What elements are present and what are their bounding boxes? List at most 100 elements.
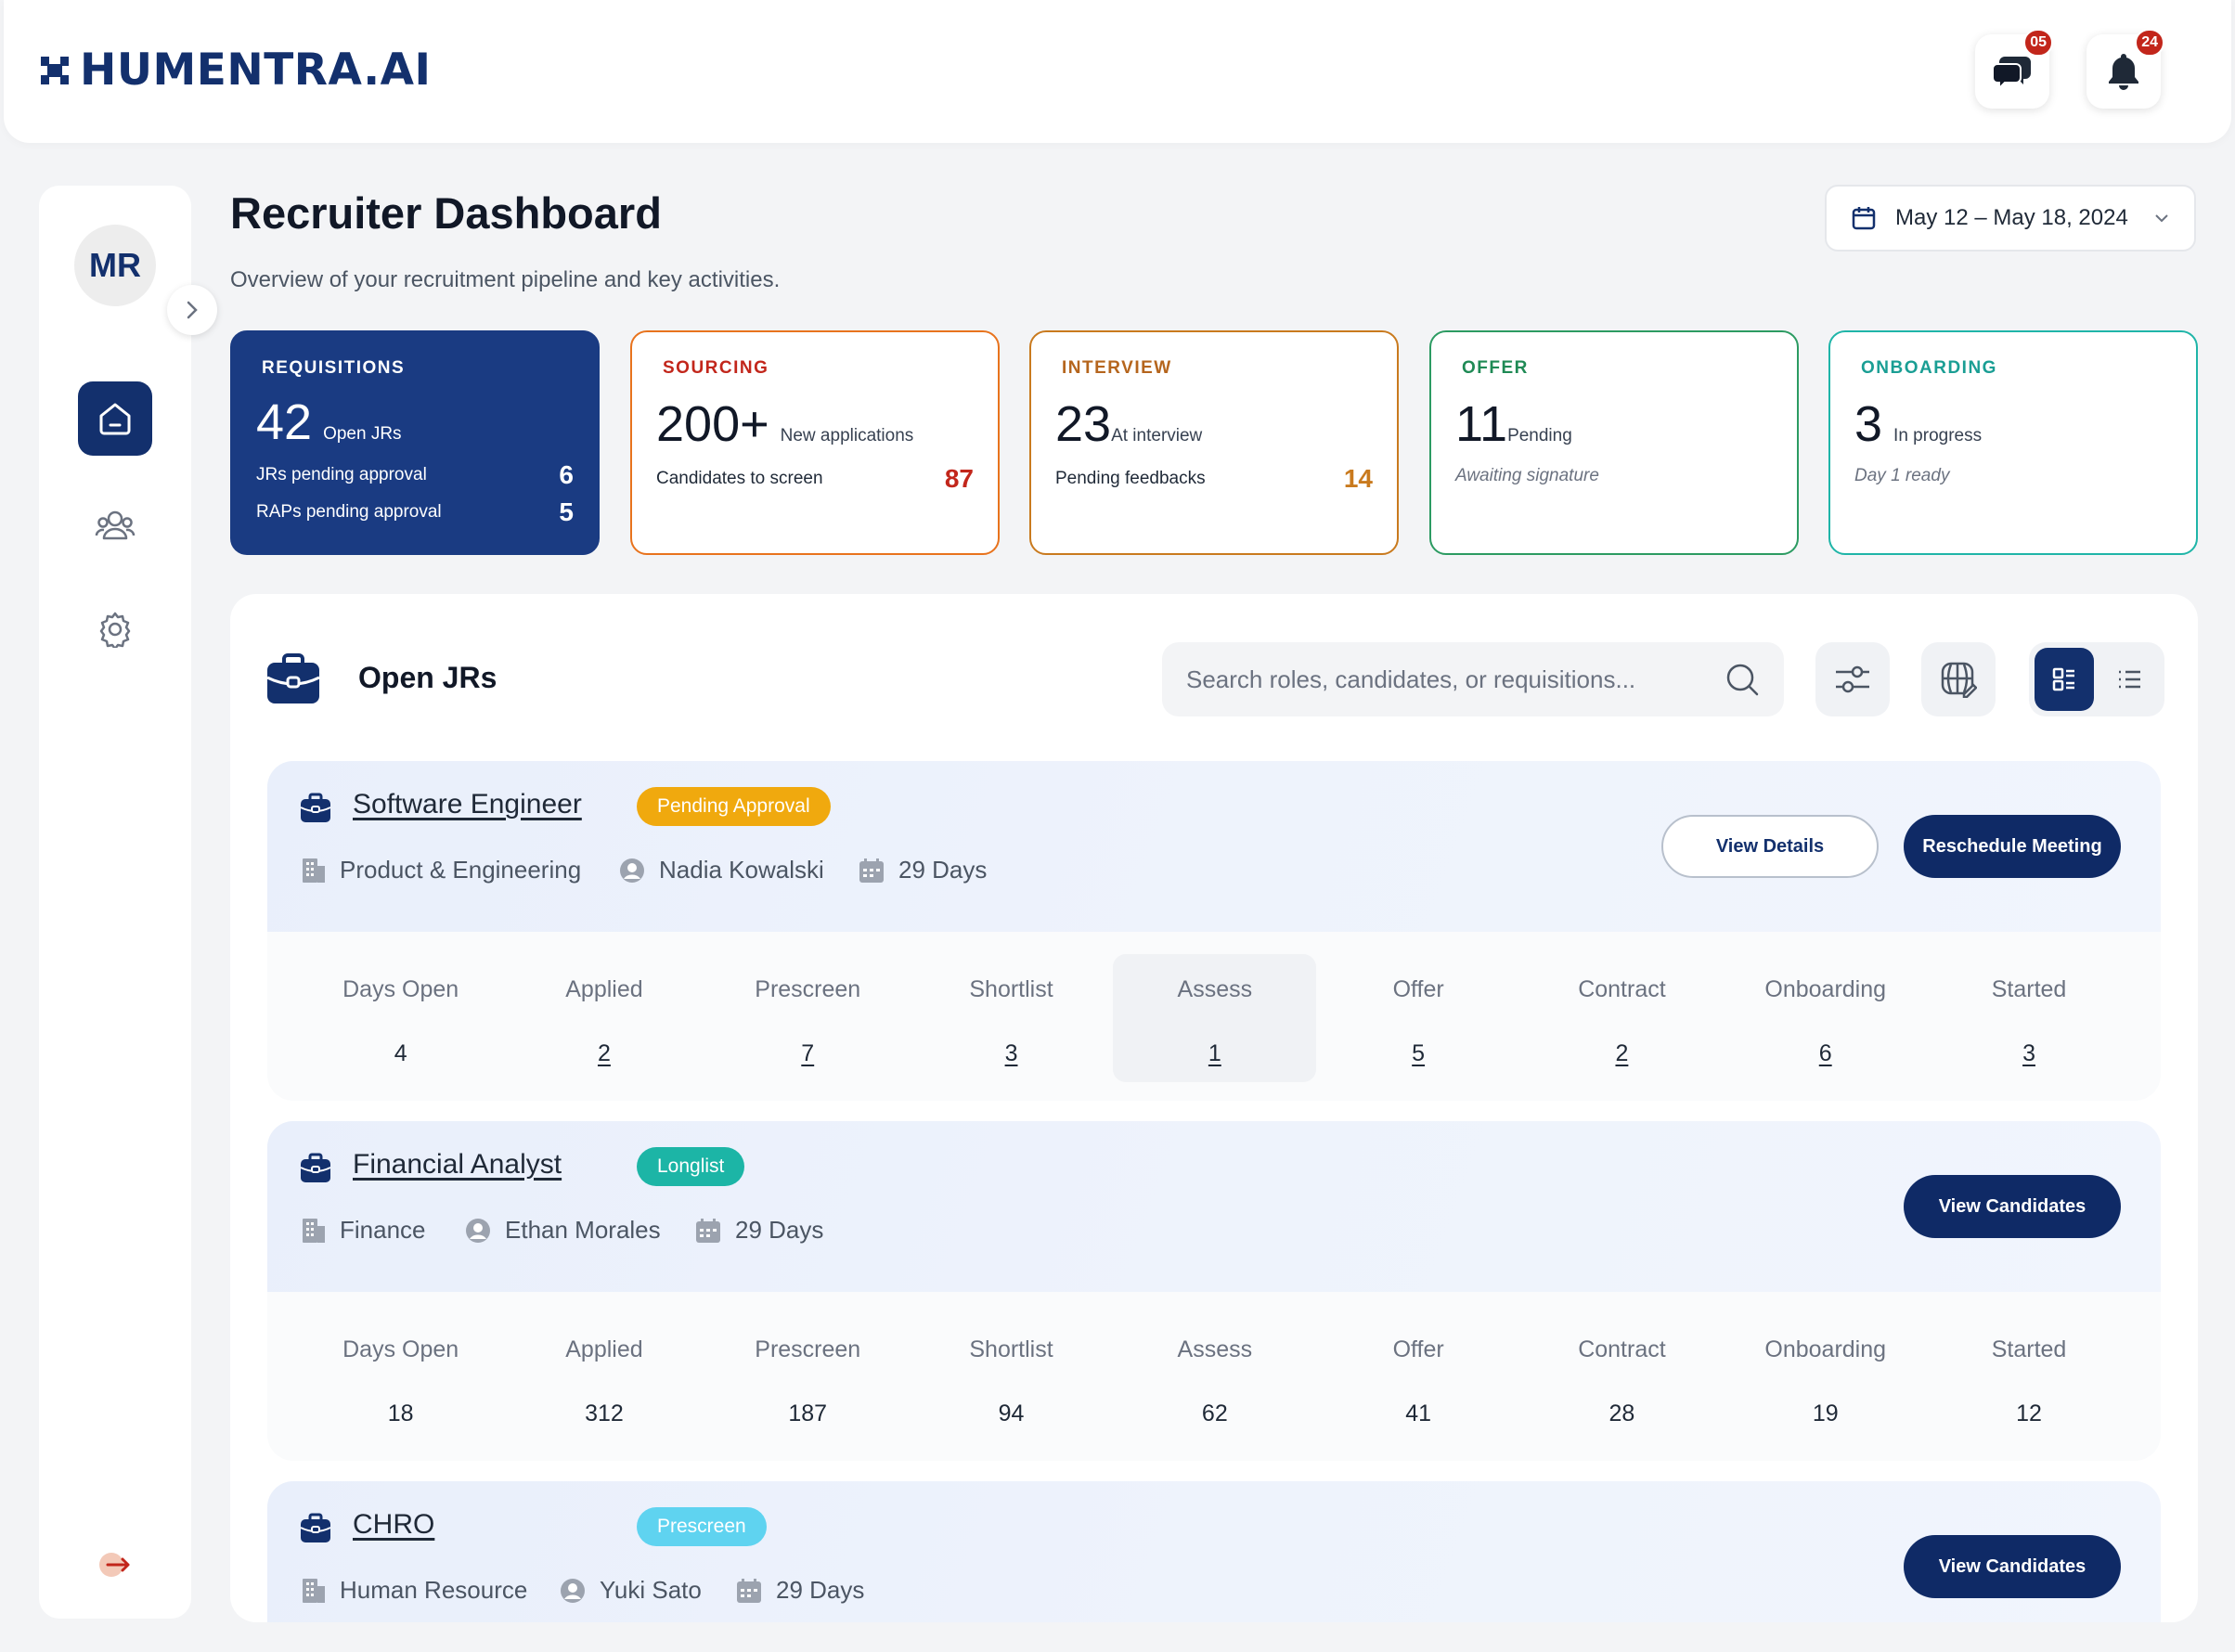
raps-pending-label: RAPs pending approval	[256, 502, 442, 522]
stage-label: Assess	[1177, 1336, 1253, 1362]
calendar-icon	[859, 858, 884, 883]
status-badge: Pending Approval	[637, 787, 831, 826]
job-department: Finance	[299, 1216, 426, 1245]
reschedule-meeting-button[interactable]: Reschedule Meeting	[1904, 815, 2121, 878]
view-details-button[interactable]: View Details	[1661, 815, 1879, 878]
building-icon	[303, 1218, 325, 1243]
job-card: CHRO Prescreen Human Resource Yuki Sato …	[267, 1481, 2161, 1622]
stage-offer: Offer 5	[1316, 954, 1519, 1082]
list-view-button[interactable]	[2099, 648, 2159, 711]
stage-label: Days Open	[342, 1336, 459, 1362]
card-label: SOURCING	[663, 358, 769, 378]
card-label: REQUISITIONS	[262, 358, 406, 378]
briefcase-icon	[300, 793, 331, 822]
job-recruiter: Yuki Sato	[559, 1576, 702, 1605]
brand-logo[interactable]: HUMENTRA.AI	[39, 45, 431, 96]
stage-value-link[interactable]: 3	[1004, 1040, 1018, 1066]
pending-feedbacks-value: 14	[1343, 464, 1373, 493]
user-icon	[466, 1218, 490, 1243]
stage-label: Shortlist	[969, 1336, 1053, 1362]
stage-value-link[interactable]: 2	[1615, 1040, 1629, 1066]
stage-contract: Contract 28	[1520, 1314, 1724, 1442]
avatar[interactable]: MR	[74, 225, 156, 306]
stage-label: Started	[1991, 1336, 2067, 1362]
card-unit: Open JRs	[323, 424, 402, 444]
sidebar-expand-button[interactable]	[167, 285, 217, 335]
notifications-button[interactable]: 24	[2086, 29, 2164, 109]
open-jrs-title: Open JRs	[358, 661, 497, 694]
job-card-header	[267, 1481, 2161, 1622]
recruiter-name: Ethan Morales	[505, 1216, 661, 1244]
stage-contract: Contract 2	[1520, 954, 1724, 1082]
stage-label: Assess	[1177, 976, 1253, 1002]
stage-value: 187	[788, 1400, 828, 1426]
date-range-text: May 12 – May 18, 2024	[1895, 205, 2128, 230]
filter-button[interactable]	[1815, 642, 1890, 716]
stage-value-link[interactable]: 1	[1208, 1040, 1221, 1066]
list-view-icon	[2119, 670, 2140, 689]
stage-value: 312	[585, 1400, 624, 1426]
search-icon[interactable]	[1725, 662, 1760, 697]
stage-value-link[interactable]: 3	[2022, 1040, 2035, 1066]
stage-assess: Assess 62	[1113, 1314, 1316, 1442]
calendar-icon	[696, 1218, 720, 1243]
stage-label: Applied	[565, 1336, 643, 1362]
days-open-text: 29 Days	[898, 856, 988, 884]
card-value: 23	[1055, 396, 1112, 452]
stage-label: Onboarding	[1764, 976, 1887, 1002]
card-unit: New applications	[780, 426, 914, 445]
job-days: 29 Days	[735, 1576, 864, 1605]
building-icon	[303, 858, 325, 883]
job-title-link[interactable]: Software Engineer	[353, 789, 582, 820]
stage-value-link[interactable]: 7	[801, 1040, 815, 1066]
stage-value-link[interactable]: 5	[1412, 1040, 1426, 1066]
grid-view-button[interactable]	[2035, 648, 2094, 711]
briefcase-icon	[266, 653, 320, 703]
search-placeholder: Search roles, candidates, or requisition…	[1186, 665, 1636, 693]
sidebar-item-people[interactable]	[78, 488, 152, 562]
stage-started: Started 3	[1927, 954, 2130, 1082]
candidates-to-screen-value: 87	[944, 464, 974, 493]
sidebar-item-settings[interactable]	[78, 592, 152, 666]
stage-prescreen: Prescreen 187	[706, 1314, 910, 1442]
page-subtitle: Overview of your recruitment pipeline an…	[230, 267, 781, 292]
job-recruiter: Nadia Kowalski	[618, 856, 824, 884]
bell-icon	[2109, 54, 2138, 90]
job-days: 29 Days	[858, 856, 987, 884]
globe-edit-button[interactable]	[1921, 642, 1996, 716]
view-candidates-button[interactable]: View Candidates	[1904, 1175, 2121, 1238]
chat-bubbles-icon	[1992, 57, 2031, 90]
offer-card[interactable]: OFFER 11 Pending Awaiting signature	[1429, 330, 1799, 555]
stage-value-link[interactable]: 2	[597, 1040, 611, 1066]
humentra-logo-icon	[41, 56, 69, 84]
stage-value-link[interactable]: 6	[1818, 1040, 1832, 1066]
job-title-link[interactable]: Financial Analyst	[353, 1149, 562, 1180]
requisitions-card[interactable]: REQUISITIONS 42 Open JRs JRs pending app…	[230, 330, 600, 555]
logout-icon[interactable]	[98, 1548, 132, 1581]
interview-card[interactable]: INTERVIEW 23 At interview Pending feedba…	[1029, 330, 1399, 555]
messages-button[interactable]: 05	[1975, 29, 2053, 109]
card-value: 3	[1854, 396, 1883, 452]
raps-pending-value: 5	[559, 497, 574, 526]
search-input[interactable]: Search roles, candidates, or requisition…	[1162, 642, 1784, 716]
stage-applied: Applied 2	[502, 954, 705, 1082]
stage-label: Prescreen	[755, 976, 861, 1002]
date-range-picker[interactable]: May 12 – May 18, 2024	[1825, 185, 2196, 252]
department-name: Finance	[340, 1216, 426, 1244]
stage-assess[interactable]: Assess 1	[1113, 954, 1317, 1082]
sourcing-card[interactable]: SOURCING 200+ New applications Candidate…	[630, 330, 1000, 555]
view-candidates-button[interactable]: View Candidates	[1904, 1535, 2121, 1598]
sidebar-item-home[interactable]	[78, 381, 152, 456]
onboarding-card[interactable]: ONBOARDING 3 In progress Day 1 ready	[1828, 330, 2198, 555]
globe-edit-icon	[1941, 662, 1977, 698]
job-days: 29 Days	[694, 1216, 823, 1245]
job-title-link[interactable]: CHRO	[353, 1509, 435, 1540]
calendar-icon	[737, 1578, 761, 1603]
brand-name: HUMENTRA.AI	[80, 45, 432, 96]
stage-value: 41	[1405, 1400, 1432, 1426]
stage-days-open: Days Open 18	[299, 1314, 502, 1442]
stage-label: Contract	[1578, 1336, 1666, 1362]
stage-label: Started	[1991, 976, 2067, 1002]
stage-onboarding: Onboarding 19	[1724, 1314, 1927, 1442]
job-card-header	[267, 1121, 2161, 1292]
